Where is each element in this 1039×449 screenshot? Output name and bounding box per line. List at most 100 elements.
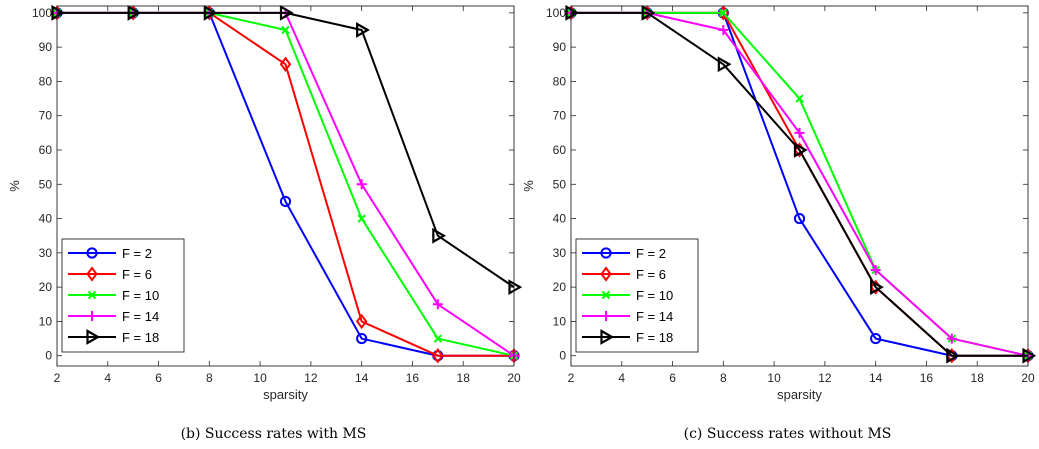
data-point — [719, 8, 728, 18]
chart-panel-2: 2 4 6 8 10 12 14 16 18 20 0 10 20 30 40 50 60 70 80 90 100 sp… — [521, 4, 1037, 442]
legend-entry: F = 10 — [68, 288, 159, 303]
x-tick-label: 16 — [920, 371, 934, 385]
data-point — [203, 4, 218, 21]
x-tick-label: 14 — [869, 371, 883, 385]
data-point — [281, 25, 290, 35]
x-tick-label: 6 — [155, 371, 162, 385]
data-point — [870, 265, 881, 275]
x-tick-label: 18 — [971, 371, 985, 385]
x-tick-label: 2 — [54, 371, 61, 385]
y-tick-label: 0 — [45, 349, 52, 363]
y-tick-label: 50 — [39, 177, 53, 191]
legend-marker — [600, 266, 612, 282]
legend-label: F = 18 — [122, 330, 159, 345]
legend-entry: F = 10 — [582, 288, 673, 303]
legend-entry: F = 14 — [68, 309, 159, 324]
data-point — [432, 299, 443, 310]
data-point — [718, 25, 729, 35]
series-line — [57, 11, 515, 288]
x-tick-label: 14 — [355, 371, 369, 385]
x-tick-label: 12 — [818, 371, 832, 385]
y-tick-label: 70 — [553, 109, 567, 123]
y-tick-label: 20 — [39, 280, 53, 294]
x-tick-label: 8 — [720, 371, 727, 385]
x-tick-label: 2 — [568, 371, 575, 385]
legend-entry: F = 18 — [68, 329, 159, 345]
data-point — [279, 4, 294, 21]
data-point — [870, 332, 882, 345]
legend-marker — [600, 247, 612, 259]
legend-entry: F = 6 — [582, 266, 666, 282]
legend-marker — [601, 290, 611, 300]
x-axis-label: sparsity — [263, 387, 308, 402]
y-tick-label: 40 — [39, 212, 53, 226]
data-point — [51, 4, 66, 21]
legend-label: F = 2 — [122, 246, 152, 261]
data-point — [433, 334, 443, 343]
data-point — [795, 94, 804, 103]
y-tick-label: 30 — [553, 246, 567, 260]
legend-marker — [86, 247, 98, 259]
data-point — [794, 127, 805, 138]
y-tick-label: 10 — [553, 314, 567, 328]
legend-entry: F = 14 — [582, 309, 673, 324]
y-tick-label: 80 — [553, 74, 567, 88]
data-point — [565, 4, 580, 21]
legend-marker — [86, 266, 98, 282]
data-point — [357, 214, 366, 223]
data-point — [946, 333, 957, 344]
x-tick-label: 18 — [457, 371, 471, 385]
data-point — [279, 56, 292, 72]
data-point — [356, 22, 370, 38]
data-point — [508, 279, 523, 296]
x-tick-label: 4 — [104, 371, 111, 385]
legend: F = 2 F = 6 F = 10 F = 14 F = 18 — [61, 238, 185, 353]
data-point — [717, 56, 732, 73]
data-point — [356, 332, 368, 345]
y-tick-label: 80 — [39, 74, 53, 88]
data-point — [793, 142, 808, 158]
chart-panel-1: 2 4 6 8 10 12 14 16 18 20 0 10 20 30 40 50 60 70 80 90 100 sp… — [7, 4, 523, 442]
x-tick-label: 8 — [206, 371, 213, 385]
data-point — [355, 313, 368, 330]
y-tick-label: 20 — [553, 280, 567, 294]
x-tick-label: 20 — [507, 371, 521, 385]
legend-label: F = 6 — [122, 267, 152, 282]
legend-marker — [87, 290, 97, 300]
series-f-18 — [565, 4, 1037, 364]
y-tick-label: 70 — [39, 109, 53, 123]
legend-label: F = 18 — [636, 330, 673, 345]
x-tick-label: 10 — [767, 371, 781, 385]
y-axis-label: % — [521, 180, 536, 192]
data-point — [279, 195, 292, 208]
data-point — [793, 212, 806, 225]
x-axis-label: sparsity — [777, 387, 822, 402]
legend-entry: F = 2 — [582, 246, 666, 261]
y-tick-label: 60 — [553, 143, 567, 157]
data-point — [127, 4, 142, 21]
legend-marker — [601, 311, 611, 321]
series-f-18 — [51, 4, 523, 296]
y-tick-label: 90 — [553, 40, 567, 54]
x-tick-label: 4 — [618, 371, 625, 385]
data-point — [356, 179, 367, 190]
legend-label: F = 10 — [122, 288, 159, 303]
data-point — [432, 348, 444, 364]
legend-marker — [87, 311, 97, 321]
legend-entry: F = 6 — [68, 266, 152, 282]
x-tick-label: 20 — [1021, 371, 1035, 385]
legend: F = 2 F = 6 F = 10 F = 14 F = 18 — [575, 238, 699, 353]
axes-box — [570, 5, 1029, 367]
figure-caption: (c) Success rates without MS — [684, 426, 892, 442]
y-tick-label: 100 — [32, 6, 52, 20]
y-tick-label: 30 — [39, 246, 53, 260]
legend-label: F = 14 — [122, 309, 159, 324]
x-tick-label: 6 — [669, 371, 676, 385]
data-point — [432, 227, 447, 244]
data-point — [870, 279, 884, 296]
y-tick-label: 0 — [559, 349, 566, 363]
y-tick-label: 100 — [546, 6, 566, 20]
data-point — [1022, 347, 1037, 364]
legend-marker — [86, 329, 101, 345]
